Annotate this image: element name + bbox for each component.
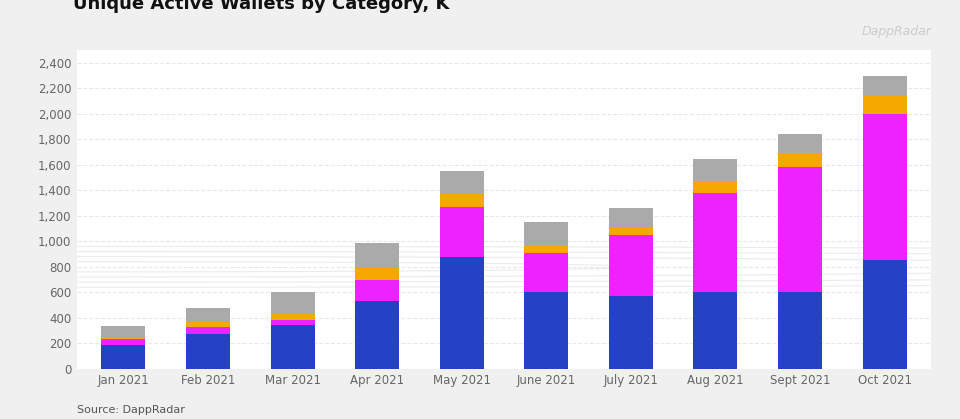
Bar bbox=[779, 153, 822, 168]
Bar bbox=[355, 301, 399, 369]
Bar bbox=[609, 227, 653, 235]
Bar bbox=[440, 207, 484, 256]
Bar bbox=[186, 308, 229, 322]
Bar bbox=[186, 322, 229, 327]
Bar bbox=[693, 159, 737, 181]
Bar bbox=[863, 261, 906, 369]
Bar bbox=[271, 292, 315, 314]
Bar bbox=[440, 171, 484, 194]
Text: Unique Active Wallets by Category, K: Unique Active Wallets by Category, K bbox=[73, 0, 449, 13]
Bar bbox=[355, 268, 399, 279]
Bar bbox=[102, 339, 145, 344]
Bar bbox=[609, 235, 653, 296]
Bar bbox=[693, 181, 737, 193]
Bar bbox=[186, 334, 229, 369]
Bar bbox=[102, 326, 145, 338]
Bar bbox=[102, 344, 145, 369]
Bar bbox=[102, 338, 145, 339]
Bar bbox=[609, 296, 653, 369]
Bar bbox=[355, 243, 399, 268]
Bar bbox=[271, 326, 315, 369]
Bar bbox=[440, 256, 484, 369]
Bar bbox=[186, 327, 229, 334]
Bar bbox=[440, 194, 484, 207]
Bar bbox=[271, 320, 315, 326]
Bar bbox=[693, 193, 737, 292]
Bar bbox=[779, 292, 822, 369]
Bar bbox=[524, 246, 568, 253]
Bar bbox=[779, 134, 822, 153]
Bar bbox=[609, 208, 653, 227]
Bar bbox=[524, 253, 568, 292]
Bar bbox=[693, 292, 737, 369]
Bar bbox=[863, 76, 906, 96]
Bar bbox=[863, 114, 906, 261]
Text: Source: DappRadar: Source: DappRadar bbox=[77, 405, 184, 415]
Bar bbox=[524, 292, 568, 369]
Bar bbox=[524, 222, 568, 246]
Bar bbox=[355, 279, 399, 301]
Text: DappRadar: DappRadar bbox=[861, 25, 931, 38]
Bar bbox=[271, 314, 315, 320]
Bar bbox=[779, 168, 822, 292]
Bar bbox=[863, 96, 906, 114]
